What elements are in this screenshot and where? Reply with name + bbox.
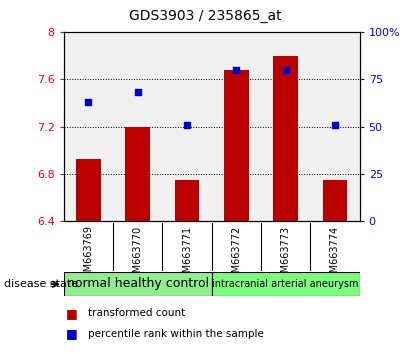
Text: normal healthy control: normal healthy control [67,277,209,290]
Text: transformed count: transformed count [88,308,186,318]
Point [184,122,190,127]
Point [332,122,338,127]
Text: disease state: disease state [4,279,78,289]
Bar [175,180,199,221]
Bar [323,180,347,221]
Bar [64,272,212,296]
Text: GSM663771: GSM663771 [182,225,192,285]
Text: ■: ■ [66,327,78,340]
Text: GSM663773: GSM663773 [281,225,291,285]
Text: GSM663772: GSM663772 [231,225,241,285]
Text: intracranial arterial aneurysm: intracranial arterial aneurysm [212,279,359,289]
Point [134,90,141,95]
Point [233,67,240,73]
Point [85,99,92,105]
Text: GSM663770: GSM663770 [133,225,143,285]
Text: ■: ■ [66,307,78,320]
Bar [76,159,101,221]
Text: percentile rank within the sample: percentile rank within the sample [88,329,264,339]
Bar [224,70,249,221]
Point [282,67,289,73]
Bar [273,56,298,221]
Text: GSM663774: GSM663774 [330,225,340,285]
Bar [125,127,150,221]
Text: GSM663769: GSM663769 [83,225,93,284]
Bar [212,272,360,296]
Text: GDS3903 / 235865_at: GDS3903 / 235865_at [129,9,282,23]
